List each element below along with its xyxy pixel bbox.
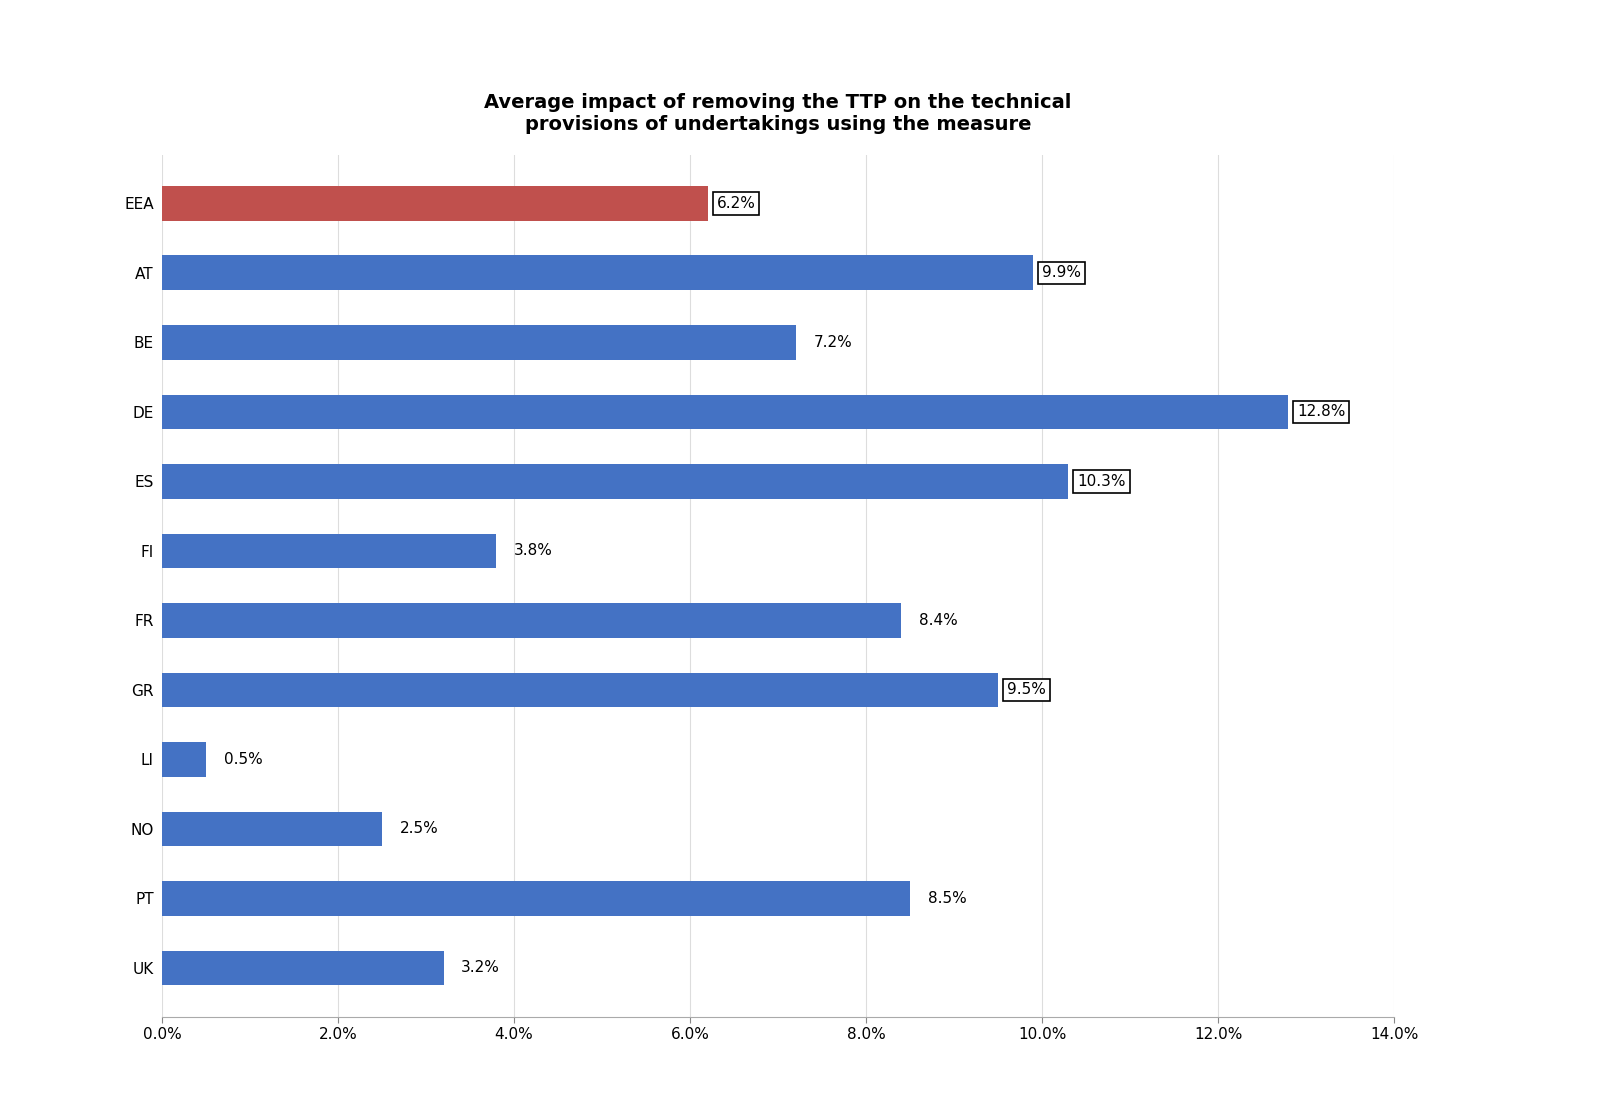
Text: 0.5%: 0.5% xyxy=(224,751,263,767)
Bar xyxy=(162,394,1289,429)
Bar xyxy=(162,603,901,638)
Text: 2.5%: 2.5% xyxy=(400,821,438,836)
Text: 7.2%: 7.2% xyxy=(814,335,853,350)
Bar xyxy=(162,534,496,568)
Text: 3.2%: 3.2% xyxy=(462,960,501,976)
Bar xyxy=(162,743,206,777)
Text: 8.4%: 8.4% xyxy=(919,613,958,628)
Bar xyxy=(162,255,1033,291)
Text: 12.8%: 12.8% xyxy=(1297,404,1345,420)
Text: 10.3%: 10.3% xyxy=(1078,474,1125,488)
Text: 8.5%: 8.5% xyxy=(927,891,966,906)
Bar xyxy=(162,811,383,846)
Text: 9.9%: 9.9% xyxy=(1042,265,1081,281)
Text: 6.2%: 6.2% xyxy=(716,196,755,211)
Bar xyxy=(162,325,796,360)
Text: 3.8%: 3.8% xyxy=(514,544,553,558)
Title: Average impact of removing the TTP on the technical
provisions of undertakings u: Average impact of removing the TTP on th… xyxy=(485,93,1071,134)
Bar xyxy=(162,950,444,986)
Text: 9.5%: 9.5% xyxy=(1007,683,1046,697)
Bar xyxy=(162,464,1068,498)
Bar xyxy=(162,881,909,916)
Bar xyxy=(162,186,708,221)
Bar xyxy=(162,673,999,707)
